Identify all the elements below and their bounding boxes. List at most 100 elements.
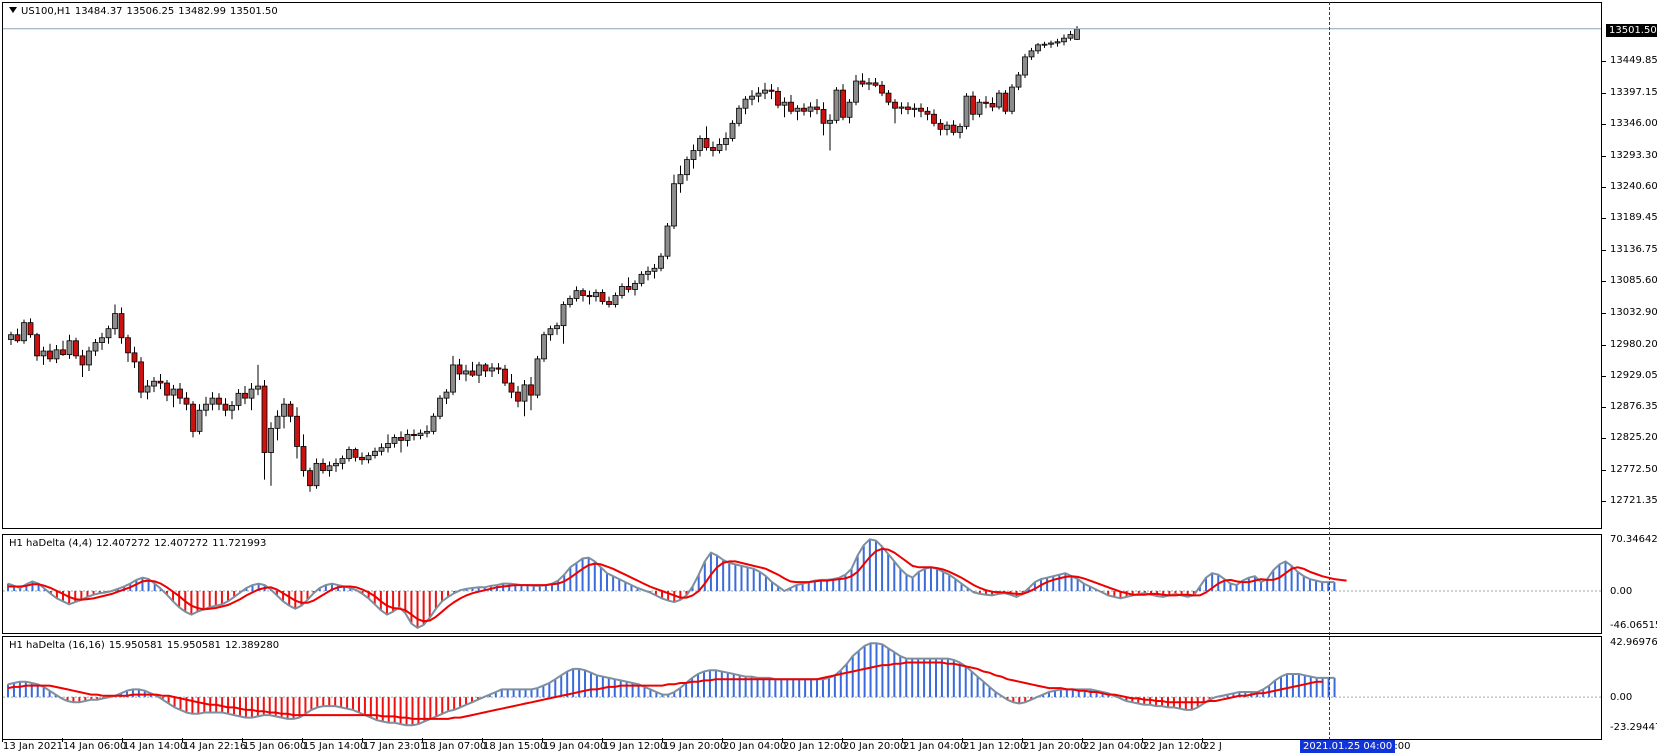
bull-candle xyxy=(684,159,690,176)
axis-tick xyxy=(1602,218,1606,220)
bear-candle xyxy=(469,370,476,376)
price-axis-label: 12772.50 xyxy=(1610,464,1657,476)
bear-candle xyxy=(528,384,534,396)
price-chart-pane[interactable]: US100,H1 13484.37 13506.25 13482.99 13501.50 xyxy=(2,2,1602,529)
indicator-title: H1 haDelta (4,4) 12.407272 12.407272 11.721… xyxy=(9,538,266,549)
dropdown-triangle-icon[interactable] xyxy=(9,7,17,13)
bear-candle xyxy=(177,388,183,399)
axis-tick xyxy=(662,738,663,742)
axis-tick xyxy=(1602,470,1606,472)
axis-tick xyxy=(362,738,363,742)
bear-candle xyxy=(261,385,268,453)
bull-candle xyxy=(112,313,118,330)
ohlc-low: 13482.99 xyxy=(178,6,226,17)
bull-candle xyxy=(807,106,814,112)
time-axis-label: 13 Jan 2021 xyxy=(3,741,63,752)
indicator-value: 15.950581 xyxy=(108,640,163,651)
bear-candle xyxy=(183,397,190,405)
bear-candle xyxy=(508,382,515,393)
price-axis-label: 12980.20 xyxy=(1610,338,1657,350)
bear-candle xyxy=(892,101,898,109)
bull-candle xyxy=(326,465,333,472)
bull-candle xyxy=(450,364,456,393)
time-axis[interactable]: 13 Jan 2021 14 Jan 06:00 14 Jan 14:00 14 Ja… xyxy=(0,738,1657,754)
bull-candle xyxy=(664,225,671,257)
bull-candle xyxy=(749,95,755,100)
bull-candle xyxy=(346,449,352,459)
indicator-value: 12.389280 xyxy=(224,640,280,651)
bull-candle xyxy=(957,125,963,133)
bull-candle xyxy=(235,392,242,406)
bull-candle xyxy=(853,80,859,103)
chart-title: US100,H1 13484.37 13506.25 13482.99 13501.50 xyxy=(9,6,278,17)
bear-candle xyxy=(502,368,508,384)
time-axis-label: 14 Jan 14:00 xyxy=(123,741,187,752)
indicator-value: 15.950581 xyxy=(166,640,221,651)
bear-candle xyxy=(307,470,313,487)
bear-candle xyxy=(820,109,827,124)
time-axis-label: 5:00 xyxy=(1388,741,1411,752)
indicator-axis: 42.969766 0.00 -23.294471 xyxy=(1602,636,1657,740)
signal-line xyxy=(7,661,1323,720)
bull-candle xyxy=(846,101,853,118)
bull-candle xyxy=(567,298,573,305)
bull-candle xyxy=(268,427,274,453)
axis-tick xyxy=(482,738,483,742)
bear-candle xyxy=(840,89,846,118)
bull-candle xyxy=(716,144,723,151)
ohlc-open: 13484.37 xyxy=(74,6,123,17)
indicator-pane-hadelta-4[interactable]: H1 haDelta (4,4) 12.407272 12.407272 11.721… xyxy=(2,534,1602,634)
bear-candle xyxy=(599,292,606,302)
bear-candle xyxy=(294,415,300,447)
bull-candle xyxy=(593,292,599,298)
bull-candle xyxy=(66,340,73,356)
bull-candle xyxy=(248,388,255,399)
bull-candle xyxy=(196,409,203,432)
bull-candle xyxy=(378,447,385,452)
time-axis-label: 20 Jan 12:00 xyxy=(783,741,847,752)
time-axis-label: 21 Jan 20:00 xyxy=(1023,741,1087,752)
axis-tick xyxy=(902,738,903,742)
bull-candle xyxy=(417,432,424,436)
bear-candle xyxy=(352,449,359,458)
price-axis-label: 13189.45 xyxy=(1610,212,1657,224)
indicator-pane-hadelta-16[interactable]: H1 haDelta (16,16) 15.950581 15.950581 12.3… xyxy=(2,636,1602,740)
price-axis[interactable]: 13501.50 13449.85 13397.15 13346.00 13293.3… xyxy=(1602,2,1657,529)
bear-candle xyxy=(775,90,781,106)
bear-candle xyxy=(937,122,944,130)
signal-line xyxy=(8,547,1347,623)
bull-candle xyxy=(391,436,398,444)
bull-candle xyxy=(671,183,677,227)
bear-candle xyxy=(60,349,66,356)
bull-candle xyxy=(372,450,378,456)
indicator-axis-label: 42.969766 xyxy=(1610,637,1657,648)
axis-tick xyxy=(1602,344,1606,346)
hadelta-histogram xyxy=(3,642,1601,727)
indicator-axis-label: 0.00 xyxy=(1610,692,1633,704)
axis-tick xyxy=(602,738,603,742)
price-axis-label: 12721.35 xyxy=(1610,495,1657,506)
indicator-name: H1 haDelta (4,4) xyxy=(9,538,93,549)
bull-candle xyxy=(521,384,528,402)
bear-candle xyxy=(703,138,710,148)
bull-candle xyxy=(105,328,112,339)
bull-candle xyxy=(996,92,1002,108)
candlestick-chart[interactable] xyxy=(3,3,1601,528)
bear-candle xyxy=(125,337,131,354)
indicator-value: 11.721993 xyxy=(212,538,267,549)
price-axis-label: 13346.00 xyxy=(1610,117,1657,129)
indicator-axis-label: 70.34642 xyxy=(1610,534,1657,545)
axis-tick xyxy=(422,738,423,742)
axis-tick xyxy=(1602,281,1606,282)
symbol-title: US100,H1 xyxy=(21,6,71,17)
bull-candle xyxy=(619,286,625,296)
bull-candle xyxy=(443,391,450,399)
bear-candle xyxy=(989,102,996,108)
bull-candle xyxy=(1028,50,1035,58)
bull-candle xyxy=(1048,42,1054,45)
bull-candle xyxy=(911,107,918,110)
bull-candle xyxy=(404,433,411,441)
price-axis-label: 13397.15 xyxy=(1610,86,1657,98)
axis-tick xyxy=(1602,407,1606,409)
bull-candle xyxy=(489,367,495,372)
